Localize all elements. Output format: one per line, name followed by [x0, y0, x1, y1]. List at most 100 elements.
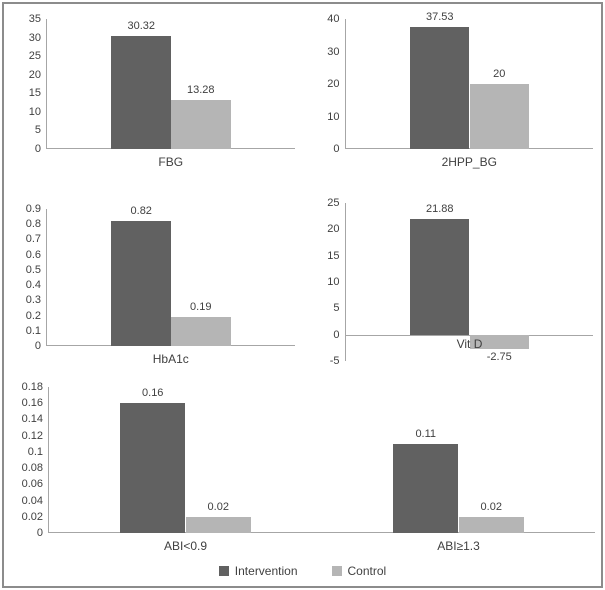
y-tick-label: 5 — [34, 124, 41, 137]
y-tick-label: 40 — [327, 13, 340, 25]
y-tick-label: 5 — [333, 302, 340, 315]
bar-intervention — [119, 403, 186, 533]
bar-control — [469, 84, 530, 149]
y-axis: -5 0 5 10 15 20 25 — [311, 197, 345, 367]
bar-control — [458, 516, 525, 533]
bar-intervention — [409, 219, 470, 335]
y-tick-label: 15 — [327, 249, 340, 262]
y-tick-label: 25 — [327, 197, 340, 209]
y-tick-label: 30 — [327, 45, 340, 58]
y-tick-label: 25 — [28, 50, 41, 63]
plot-area: 0.82 0.19 — [46, 205, 295, 346]
plot-area: 30.32 13.28 — [46, 19, 295, 149]
legend-label-intervention: Intervention — [234, 564, 298, 578]
y-tick-label: 30 — [28, 31, 41, 44]
y-tick-label: 0 — [333, 143, 340, 155]
y-tick-label: 10 — [28, 105, 41, 118]
y-tick-label: -5 — [329, 355, 340, 367]
bar-control — [171, 317, 231, 346]
y-tick-label: 15 — [28, 87, 41, 100]
chart-abi: 0 0.02 0.04 0.06 0.08 0.1 0.12 0.14 0.16 0.18 0.1… — [4, 378, 601, 556]
plot-area: 0.16 0.02 0.11 0.02 — [48, 387, 595, 533]
y-tick-label: 0.02 — [21, 510, 43, 523]
bar-value-label: 20 — [493, 68, 506, 80]
intervention-swatch-icon — [218, 566, 229, 576]
y-tick-label: 10 — [327, 110, 340, 123]
y-tick-label: 0.12 — [21, 429, 43, 442]
x-axis-labels: FBG — [47, 149, 295, 169]
plot-area: 37.53 20 — [344, 11, 593, 149]
legend-label-control: Control — [347, 564, 387, 578]
bar-control — [469, 334, 530, 350]
bar-intervention — [409, 27, 470, 149]
y-tick-label: 0 — [34, 340, 41, 352]
bar-intervention — [111, 36, 171, 149]
chart-fbg: 0 5 10 15 20 25 30 35 30.32 13.28 FBG — [4, 4, 303, 188]
x-axis-line — [49, 532, 595, 533]
chart-vit-d: -5 0 5 10 15 20 25 21.88 -2.75 Vit D — [303, 188, 602, 378]
control-swatch-icon — [331, 566, 342, 576]
y-tick-label: 0 — [34, 143, 41, 155]
bar-value-label: 0.02 — [480, 500, 502, 513]
y-tick-label: 0.14 — [21, 413, 43, 426]
y-tick-label: 0.8 — [25, 218, 41, 231]
x-axis-labels: 2HPP_BG — [346, 149, 594, 169]
category-label: ABI≥1.3 — [437, 539, 480, 553]
y-axis: 0 0.1 0.2 0.3 0.4 0.5 0.6 0.7 0.8 0.9 — [12, 203, 46, 352]
chart-row-2: 0 0.1 0.2 0.3 0.4 0.5 0.6 0.7 0.8 0.9 0.82 0.19 Hb… — [4, 188, 601, 378]
bar-value-label: 13.28 — [186, 83, 215, 96]
y-tick-label: 0.9 — [25, 203, 41, 215]
category-label: FBG — [158, 155, 184, 169]
bar-value-label: 0.11 — [415, 427, 437, 440]
y-tick-label: 35 — [28, 13, 41, 25]
y-tick-label: 0.16 — [21, 397, 43, 410]
y-tick-label: 10 — [327, 276, 340, 288]
chart-row-1: 0 5 10 15 20 25 30 35 30.32 13.28 FBG 0 10 20 30 40 … — [4, 4, 601, 188]
x-axis-labels: HbA1c — [47, 346, 295, 366]
bar-value-label: -2.75 — [486, 351, 512, 364]
y-tick-label: 20 — [327, 223, 340, 236]
y-tick-label: 0.4 — [25, 279, 41, 292]
y-tick-label: 0.18 — [21, 381, 43, 393]
legend-item-control: Control — [331, 564, 387, 578]
y-axis: 0 0.02 0.04 0.06 0.08 0.1 0.12 0.14 0.16 0.18 — [12, 381, 48, 539]
legend: Intervention Control — [4, 556, 601, 586]
y-tick-label: 0.7 — [25, 233, 41, 246]
bar-control — [171, 99, 231, 149]
bar-value-label: 0.19 — [190, 301, 212, 314]
y-axis: 0 10 20 30 40 — [311, 13, 345, 155]
y-tick-label: 0.3 — [25, 294, 41, 307]
plot-area: 21.88 -2.75 Vit D — [344, 203, 593, 364]
x-axis-labels: ABI<0.9 ABI≥1.3 — [49, 533, 595, 553]
y-tick-label: 0.04 — [21, 494, 43, 507]
y-tick-label: 0 — [333, 328, 340, 341]
y-tick-label: 0.1 — [27, 445, 43, 458]
y-tick-label: 0.08 — [21, 462, 43, 475]
y-axis: 0 5 10 15 20 25 30 35 — [12, 13, 46, 155]
legend-item-intervention: Intervention — [218, 564, 298, 578]
category-label: ABI<0.9 — [163, 539, 208, 553]
y-tick-label: 0 — [36, 527, 43, 539]
bar-value-label: 0.02 — [207, 500, 229, 513]
bar-control — [185, 516, 252, 533]
y-tick-label: 20 — [327, 78, 340, 90]
chart-row-3: 0 0.02 0.04 0.06 0.08 0.1 0.12 0.14 0.16 0.18 0.1… — [4, 378, 601, 556]
x-axis-line — [345, 334, 593, 336]
bar-intervention — [392, 443, 459, 533]
bar-value-label: 21.88 — [425, 203, 454, 216]
y-tick-label: 20 — [28, 68, 41, 81]
bar-value-label: 30.32 — [127, 20, 155, 33]
bar-value-label: 0.16 — [142, 387, 164, 400]
bar-value-label: 37.53 — [425, 11, 454, 24]
y-tick-label: 0.5 — [25, 263, 41, 276]
category-label: HbA1c — [152, 352, 189, 366]
category-label: Vit D — [456, 336, 483, 351]
bar-intervention — [111, 221, 171, 346]
chart-hba1c: 0 0.1 0.2 0.3 0.4 0.5 0.6 0.7 0.8 0.9 0.82 0.19 Hb… — [4, 188, 303, 378]
bar-value-label: 0.82 — [130, 205, 152, 218]
category-label: 2HPP_BG — [441, 155, 497, 169]
y-tick-label: 0.06 — [21, 478, 43, 491]
y-tick-label: 0.1 — [25, 324, 41, 337]
y-tick-label: 0.2 — [25, 309, 41, 322]
